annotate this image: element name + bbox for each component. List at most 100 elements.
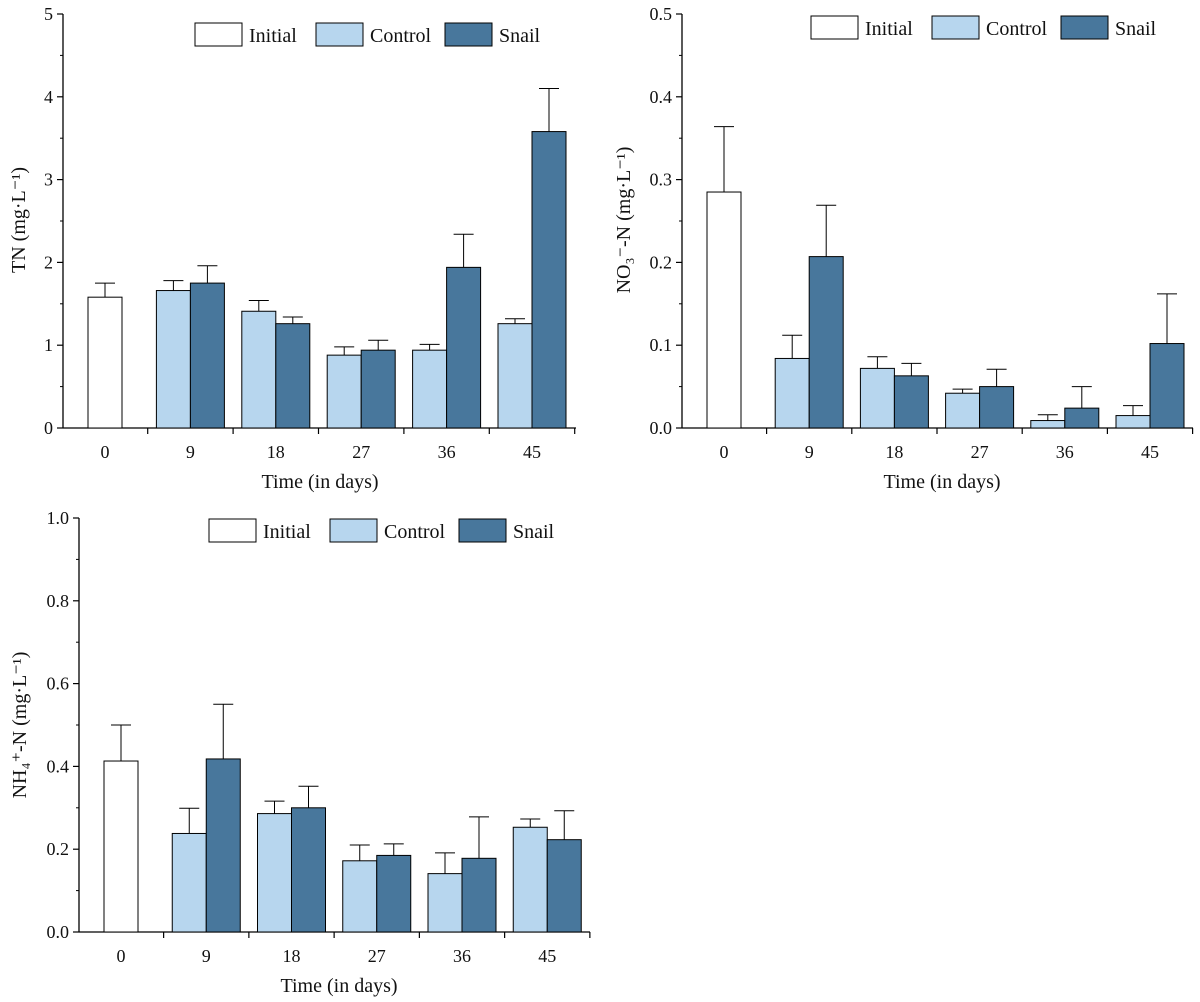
bar-control-18	[241, 310, 277, 429]
bar-snail-45	[1149, 343, 1185, 429]
bar-snail-36	[446, 266, 482, 429]
bar-snail-27	[979, 386, 1015, 429]
legend-label-snail: Snail	[1115, 18, 1157, 40]
x-axis-title: Time (in days)	[883, 471, 1000, 493]
bar-control-36	[412, 349, 448, 429]
bar-snail-27	[376, 854, 412, 933]
x-tick-label: 27	[368, 946, 386, 966]
bar-control-9	[774, 357, 810, 429]
y-tick-label: 5	[44, 4, 53, 24]
legend-label-control: Control	[370, 25, 432, 47]
bar-control-27	[326, 354, 362, 429]
x-tick-label: 45	[523, 442, 541, 462]
no3-chart: 0.0 0.1 0.2 0.3 0.4 0.5 0 9 18 27 36 45 Time (in d…	[613, 4, 1194, 493]
bar-initial-0	[706, 191, 742, 429]
x-tick-label: 36	[453, 946, 471, 966]
x-tick-label: 9	[805, 442, 814, 462]
y-tick-label: 1	[44, 335, 53, 355]
y-tick-label: 0.0	[47, 922, 70, 942]
bar-snail-36	[1064, 407, 1100, 429]
legend: Initial Control Snail	[208, 518, 555, 543]
x-tick-label: 0	[101, 442, 110, 462]
x-tick-label: 18	[267, 442, 285, 462]
legend-swatch-initial	[194, 22, 243, 47]
x-tick-label: 0	[117, 946, 126, 966]
bar-control-18	[257, 813, 292, 933]
legend-label-initial: Initial	[865, 18, 913, 40]
bar-snail-9	[808, 256, 844, 429]
bar-control-45	[497, 323, 533, 429]
bar-snail-18	[275, 323, 311, 429]
bar-initial-0	[103, 760, 139, 933]
bar-control-9	[155, 290, 191, 429]
x-tick-label: 36	[1056, 442, 1074, 462]
bar-snail-45	[531, 131, 567, 429]
y-tick-label: 2	[44, 252, 53, 272]
bar-control-18	[859, 367, 895, 429]
y-tick-label: 1.0	[47, 508, 70, 528]
legend: Initial Control Snail	[194, 22, 541, 47]
bar-control-36	[1030, 420, 1066, 429]
legend-label-snail: Snail	[499, 25, 541, 47]
y-tick-label: 4	[44, 87, 53, 107]
y-tick-label: 3	[44, 170, 53, 190]
bar-control-45	[1115, 415, 1151, 429]
bar-control-36	[427, 873, 463, 933]
legend-swatch-snail	[458, 518, 507, 543]
y-tick-label: 0.2	[47, 839, 70, 859]
bar-snail-18	[893, 375, 929, 429]
legend-swatch-initial	[810, 15, 859, 40]
legend: Initial Control Snail	[810, 15, 1157, 40]
bar-initial-0	[87, 296, 123, 429]
bar-snail-45	[546, 839, 582, 933]
legend-label-control: Control	[384, 521, 446, 543]
x-tick-label: 45	[538, 946, 556, 966]
x-tick-label: 45	[1141, 442, 1159, 462]
x-tick-label: 27	[352, 442, 370, 462]
bar-control-9	[171, 832, 207, 933]
y-tick-label: 0.4	[47, 756, 70, 776]
x-tick-label: 18	[283, 946, 301, 966]
legend-swatch-control	[315, 22, 364, 47]
y-tick-label: 0.4	[650, 87, 673, 107]
y-tick-label: 0.3	[650, 170, 673, 190]
bar-snail-36	[461, 857, 497, 933]
y-axis-title: NH₄⁺-N (mg·L⁻¹)	[9, 652, 31, 799]
x-tick-label: 36	[438, 442, 456, 462]
x-tick-label: 9	[202, 946, 211, 966]
y-tick-label: 0	[44, 418, 53, 438]
legend-label-snail: Snail	[513, 521, 555, 543]
x-tick-label: 9	[186, 442, 195, 462]
y-tick-label: 0.5	[650, 4, 673, 24]
legend-swatch-control	[931, 15, 980, 40]
legend-label-control: Control	[986, 18, 1048, 40]
bar-control-27	[342, 860, 378, 933]
bar-control-45	[512, 826, 548, 933]
bar-snail-18	[291, 807, 326, 933]
bar-control-27	[945, 392, 981, 429]
x-axis-title: Time (in days)	[280, 975, 397, 997]
x-tick-label: 27	[971, 442, 989, 462]
x-tick-label: 0	[720, 442, 729, 462]
y-axis-title: NO₃⁻-N (mg·L⁻¹)	[613, 147, 635, 294]
y-axis-title: TN (mg·L⁻¹)	[8, 167, 30, 273]
legend-swatch-snail	[1060, 15, 1109, 40]
legend-swatch-snail	[444, 22, 493, 47]
x-tick-label: 18	[885, 442, 903, 462]
bar-snail-27	[360, 349, 396, 429]
y-tick-label: 0.6	[47, 674, 70, 694]
legend-label-initial: Initial	[263, 521, 311, 543]
legend-swatch-control	[329, 518, 378, 543]
x-axis-title: Time (in days)	[261, 471, 378, 493]
y-tick-label: 0.1	[650, 335, 673, 355]
nh4-chart: 0.0 0.2 0.4 0.6 0.8 1.0 0 9 18 27 36 45 Time (in d…	[9, 508, 591, 997]
bar-snail-9	[205, 758, 241, 933]
bar-snail-9	[189, 282, 225, 429]
y-tick-label: 0.0	[650, 418, 673, 438]
legend-label-initial: Initial	[249, 25, 297, 47]
legend-swatch-initial	[208, 518, 257, 543]
y-tick-label: 0.2	[650, 252, 673, 272]
y-tick-label: 0.8	[47, 591, 70, 611]
